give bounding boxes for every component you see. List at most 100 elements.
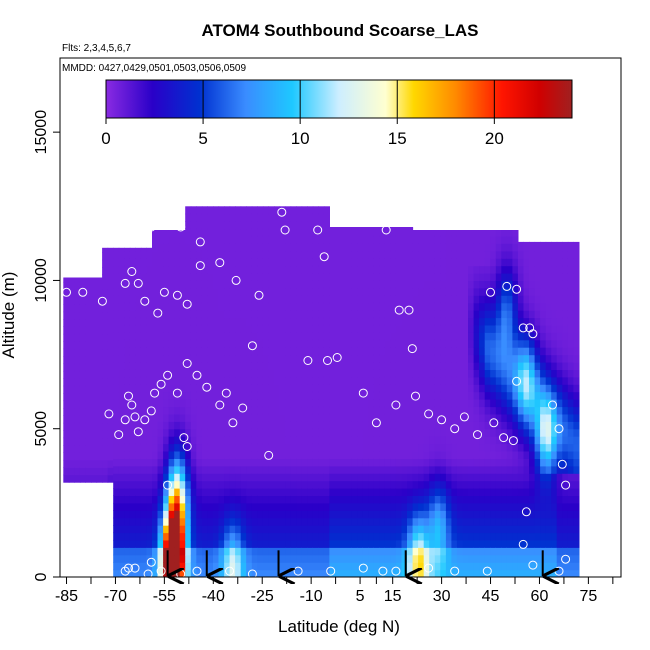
field-cell (462, 421, 469, 430)
field-cell (445, 310, 452, 319)
field-cell (484, 458, 491, 467)
field-cell (296, 362, 303, 370)
field-cell (556, 317, 563, 326)
field-cell (506, 554, 513, 563)
field-cell (85, 277, 92, 283)
field-cell (357, 227, 364, 230)
field-cell (129, 473, 136, 482)
field-cell (152, 295, 159, 304)
field-cell (484, 554, 491, 563)
field-cell (468, 532, 475, 541)
field-cell (274, 347, 281, 356)
field-cell (240, 273, 247, 281)
field-cell (423, 310, 430, 319)
sample-point (228, 418, 238, 428)
field-cell (556, 480, 563, 489)
field-cell (501, 376, 508, 385)
field-cell (362, 562, 369, 571)
field-cell (124, 525, 131, 534)
field-cell (484, 265, 491, 274)
field-cell (185, 213, 192, 222)
field-cell (445, 532, 452, 541)
field-cell (174, 480, 181, 489)
field-cell (246, 473, 253, 482)
field-cell (468, 376, 475, 385)
field-cell (274, 562, 281, 571)
field-cell (285, 287, 292, 296)
field-cell (490, 495, 497, 504)
colorbar-tick-label: 10 (291, 129, 310, 148)
field-cell (312, 539, 319, 548)
field-cell (240, 302, 247, 311)
field-cell (534, 465, 541, 474)
field-cell (512, 273, 519, 281)
field-cell (296, 317, 303, 326)
field-cell (445, 547, 452, 556)
field-cell (407, 332, 414, 341)
field-cell (163, 562, 170, 571)
field-cell (501, 287, 508, 296)
field-cell (224, 510, 231, 519)
field-cell (146, 443, 153, 452)
field-cell (357, 488, 364, 496)
flights-note: Flts: 2,3,4,5,6,7 (62, 43, 131, 54)
field-cell (129, 295, 136, 304)
field-cell (423, 443, 430, 452)
field-cell (118, 324, 125, 333)
field-cell (218, 502, 225, 511)
field-cell (296, 406, 303, 415)
field-cell (390, 287, 397, 296)
field-cell (545, 413, 552, 422)
field-cell (79, 304, 86, 313)
field-cell (473, 480, 480, 489)
field-cell (418, 362, 425, 370)
field-cell (407, 547, 414, 556)
field-cell (434, 562, 441, 571)
field-cell (235, 413, 242, 422)
field-cell (68, 385, 75, 394)
field-cell (495, 347, 502, 356)
field-cell (329, 406, 336, 415)
field-cell (296, 258, 303, 267)
field-cell (179, 295, 186, 304)
field-cell (335, 436, 342, 445)
field-cell (63, 348, 70, 357)
field-cell (368, 428, 375, 437)
field-cell (451, 339, 458, 348)
field-cell (257, 362, 264, 370)
field-cell (534, 310, 541, 319)
field-cell (351, 517, 358, 526)
field-cell (412, 310, 419, 319)
field-cell (268, 391, 275, 400)
field-cell (395, 295, 402, 304)
field-cell (152, 428, 159, 437)
field-cell (168, 525, 175, 534)
field-cell (362, 502, 369, 511)
field-cell (351, 465, 358, 474)
field-cell (201, 280, 208, 289)
field-cell (296, 302, 303, 311)
field-cell (545, 258, 552, 267)
field-cell (174, 428, 181, 437)
field-cell (490, 369, 497, 378)
field-cell (135, 354, 142, 363)
field-cell (429, 532, 436, 541)
field-cell (373, 480, 380, 489)
field-cell (113, 362, 120, 370)
field-cell (207, 495, 214, 504)
field-cell (290, 517, 297, 526)
field-cell (517, 421, 524, 430)
field-cell (340, 228, 347, 237)
field-cell (307, 213, 314, 222)
field-cell (562, 241, 569, 244)
field-cell (290, 443, 297, 452)
field-cell (262, 302, 269, 311)
field-cell (146, 465, 153, 474)
field-cell (185, 347, 192, 356)
field-cell (290, 488, 297, 496)
sample-point (195, 261, 205, 271)
field-cell (534, 539, 541, 548)
field-cell (506, 443, 513, 452)
field-cell (562, 384, 569, 393)
field-cell (429, 399, 436, 408)
